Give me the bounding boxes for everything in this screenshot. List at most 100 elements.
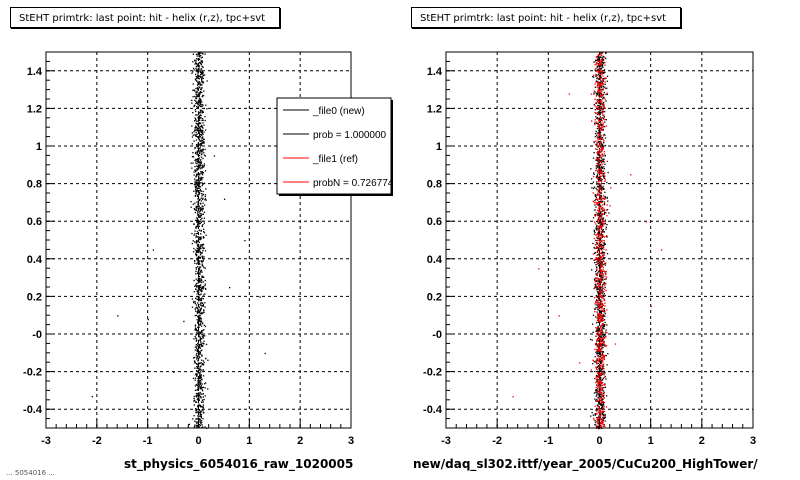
y-tick-label: 0.2 (427, 291, 442, 303)
data-point (195, 384, 198, 386)
data-point (201, 195, 203, 197)
data-point (599, 75, 602, 78)
data-point (598, 208, 600, 210)
data-point (594, 361, 596, 363)
data-point (197, 243, 199, 246)
data-point (596, 377, 598, 379)
data-point (601, 347, 603, 349)
data-point (196, 347, 198, 350)
data-point (191, 136, 194, 138)
data-point (600, 139, 602, 141)
data-point (598, 294, 600, 297)
data-point (601, 338, 603, 340)
data-point (199, 214, 201, 217)
data-point (596, 117, 599, 119)
data-point (601, 100, 603, 102)
data-point (195, 66, 198, 68)
data-point (198, 380, 200, 382)
data-point (197, 193, 199, 196)
data-point (200, 190, 202, 192)
data-point (599, 295, 601, 297)
data-point (202, 322, 204, 324)
data-point (595, 316, 597, 318)
data-point (199, 164, 201, 166)
data-point (599, 378, 601, 380)
data-point (199, 285, 201, 288)
data-point (201, 151, 203, 153)
data-point (598, 130, 600, 132)
data-point (195, 304, 198, 306)
data-point (598, 73, 600, 75)
legend-entry-label: _file0 (new) (312, 106, 365, 117)
data-point (199, 269, 201, 271)
data-point (601, 80, 603, 83)
data-point (599, 175, 601, 177)
data-point (197, 142, 199, 145)
data-point (602, 56, 604, 58)
data-point (195, 270, 197, 273)
data-point (598, 288, 600, 290)
data-point (600, 94, 602, 97)
data-point (200, 313, 203, 315)
data-point (199, 146, 202, 148)
data-point (197, 146, 199, 148)
data-point (592, 331, 594, 333)
data-point (198, 294, 200, 296)
data-point (601, 279, 603, 281)
data-point (599, 412, 602, 415)
data-point (198, 130, 201, 132)
data-point (200, 281, 203, 284)
data-point (196, 369, 198, 372)
data-point (593, 419, 595, 421)
data-point (595, 387, 597, 389)
data-point (598, 86, 600, 88)
data-point (199, 161, 201, 163)
data-point (596, 257, 598, 259)
data-point (197, 251, 199, 253)
data-point (198, 154, 201, 157)
data-point (200, 150, 203, 152)
data-point (204, 279, 206, 282)
data-point (200, 284, 202, 286)
data-point (600, 148, 602, 150)
data-point (598, 111, 600, 113)
data-point (202, 75, 204, 78)
data-point (198, 248, 200, 250)
data-point (606, 324, 608, 326)
data-point (194, 180, 196, 182)
data-point (202, 285, 204, 288)
data-point (199, 383, 201, 385)
data-point (195, 288, 197, 290)
data-point (594, 69, 596, 71)
data-point (198, 317, 200, 319)
data-point (601, 350, 603, 353)
data-point (594, 303, 596, 305)
data-point (593, 278, 596, 280)
data-point (598, 217, 600, 219)
data-point (602, 279, 604, 281)
data-point (594, 283, 596, 285)
data-point (601, 420, 603, 422)
data-point (596, 242, 599, 244)
data-point (593, 186, 596, 188)
data-point (598, 107, 600, 109)
data-point (597, 304, 599, 306)
data-point (599, 71, 601, 73)
data-point (600, 280, 602, 282)
data-point (202, 77, 204, 80)
data-point (199, 254, 202, 256)
data-point (198, 216, 200, 218)
data-point (598, 138, 600, 140)
data-point (199, 174, 201, 176)
data-point (202, 111, 204, 113)
data-point (201, 286, 204, 288)
data-point (599, 78, 601, 80)
data-point (201, 68, 203, 70)
data-point (197, 282, 199, 284)
data-point (194, 315, 196, 317)
data-point (197, 406, 199, 408)
data-point (597, 112, 599, 114)
data-point (596, 384, 598, 386)
data-point (601, 421, 603, 423)
data-point (198, 68, 200, 70)
